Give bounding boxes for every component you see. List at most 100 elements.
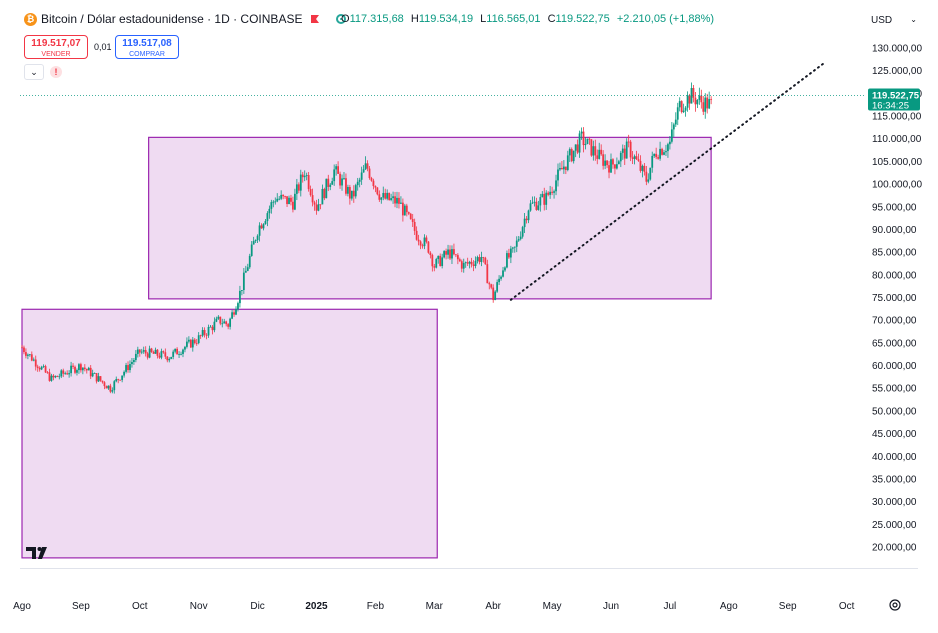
candle-body: [25, 352, 27, 356]
candle-body: [99, 376, 102, 381]
y-tick-label: 25.000,00: [872, 520, 917, 531]
spread-value: 0,01: [94, 42, 112, 52]
candle-body: [129, 364, 131, 371]
candle-body: [506, 253, 508, 268]
candle-body: [390, 198, 393, 200]
collapse-legend-button[interactable]: ⌄: [24, 64, 44, 80]
candle-body: [527, 210, 530, 221]
chevron-down-icon: ⌄: [30, 67, 38, 77]
candle-body: [523, 218, 526, 228]
candle-body: [87, 367, 90, 371]
candle-body: [617, 161, 620, 165]
candle-body: [392, 196, 394, 199]
candle-body: [376, 187, 379, 195]
candle-body: [547, 192, 550, 195]
candle-body: [58, 376, 61, 378]
y-tick-label: 90.000,00: [872, 225, 917, 236]
candle-body: [513, 246, 516, 248]
symbol-title[interactable]: ₿ Bitcoin / Dólar estadounidense · 1D · …: [24, 12, 347, 26]
candle-body: [21, 347, 23, 349]
change-value: +2.210,05 (+1,88%): [616, 13, 715, 25]
candle-body: [107, 385, 110, 389]
y-tick-label: 35.000,00: [872, 474, 917, 485]
range-box-lower[interactable]: [21, 308, 438, 559]
candle-body: [68, 373, 71, 375]
candle-body: [684, 107, 687, 111]
sell-label: VENDER: [41, 51, 71, 58]
candle-body: [174, 348, 177, 352]
candle-body: [158, 355, 161, 358]
candle-body: [476, 257, 479, 261]
candle-body: [366, 163, 369, 169]
time-axis-divider: [20, 568, 918, 569]
candle-body: [115, 379, 118, 382]
candle-body: [189, 339, 192, 348]
candle-body: [625, 141, 628, 159]
flag-icon[interactable]: [310, 14, 320, 24]
candle-body: [148, 348, 151, 358]
currency-label: USD: [871, 15, 893, 26]
candle-body: [178, 354, 180, 355]
candle-body: [425, 237, 428, 242]
candle-body: [123, 371, 125, 376]
candle-body: [303, 175, 306, 178]
candle-body: [706, 97, 709, 109]
candle-body: [295, 184, 298, 194]
candle-body: [659, 148, 661, 159]
buy-button[interactable]: 119.517,08 COMPRAR: [115, 35, 179, 59]
candle-body: [498, 278, 500, 283]
y-tick-label: 70.000,00: [872, 316, 917, 327]
candle-body: [460, 261, 463, 269]
candle-body: [704, 97, 707, 112]
candle-body: [209, 326, 212, 328]
x-tick-label: 2025: [305, 601, 328, 612]
sell-button[interactable]: 119.517,07 VENDER: [24, 35, 88, 59]
candle-body: [564, 166, 567, 170]
candle-body: [150, 348, 153, 352]
candle-body: [89, 367, 92, 377]
candle-body: [598, 149, 601, 159]
bitcoin-icon: ₿: [24, 12, 37, 26]
candle-body: [647, 179, 650, 182]
candle-body: [423, 237, 426, 247]
currency-selector[interactable]: USD ⌄: [867, 12, 921, 30]
candle-body: [52, 375, 55, 378]
settings-gear-icon[interactable]: [888, 598, 902, 612]
alert-icon[interactable]: !: [50, 66, 62, 78]
candle-body: [484, 257, 487, 265]
y-tick-label: 20.000,00: [872, 543, 917, 554]
candle-body: [443, 251, 446, 258]
candle-body: [629, 141, 632, 158]
candle-body: [586, 138, 589, 145]
candle-body: [66, 373, 69, 375]
candle-body: [48, 372, 51, 381]
candle-body: [83, 367, 86, 369]
candle-body: [700, 95, 703, 103]
candle-body: [162, 351, 165, 353]
candle-body: [335, 166, 338, 170]
candle-body: [633, 156, 636, 159]
candle-body: [615, 164, 618, 169]
candle-body: [93, 373, 96, 374]
candle-body: [405, 205, 408, 213]
candle-body: [509, 248, 512, 258]
range-box-upper[interactable]: [148, 136, 712, 300]
y-tick-label: 80.000,00: [872, 270, 917, 281]
candle-body: [140, 351, 143, 353]
candle-body: [698, 95, 701, 100]
y-tick-label: 45.000,00: [872, 429, 917, 440]
candle-body: [606, 160, 608, 166]
candle-body: [119, 379, 122, 381]
candle-body: [692, 88, 695, 98]
candle-body: [574, 144, 577, 151]
candle-body: [329, 184, 332, 187]
support-trendline[interactable]: [509, 60, 827, 301]
candle-body: [694, 97, 697, 105]
x-tick-label: Abr: [485, 601, 501, 612]
candle-body: [400, 202, 402, 204]
candle-body: [274, 201, 277, 203]
candle-body: [286, 196, 288, 205]
candle-body: [562, 166, 565, 170]
candle-body: [170, 356, 173, 359]
